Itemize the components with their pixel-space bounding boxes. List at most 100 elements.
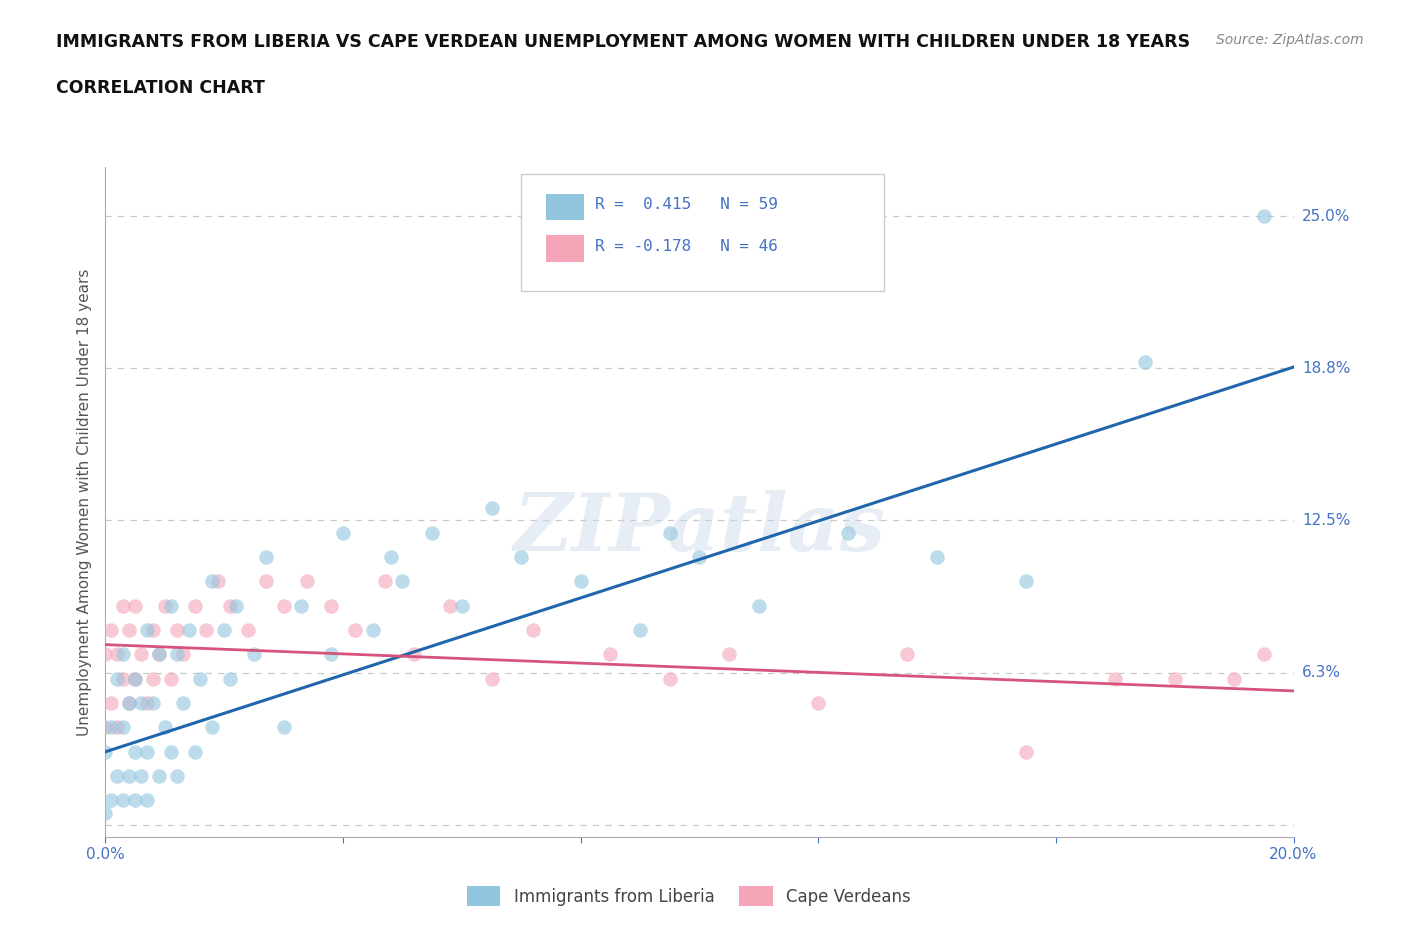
Point [94, 805, 117, 820]
Point [748, 598, 770, 613]
Point [628, 622, 651, 637]
Point [837, 525, 859, 540]
Point [166, 622, 188, 637]
Point [118, 622, 141, 637]
Point [1164, 671, 1187, 686]
Point [124, 598, 146, 613]
Point [450, 598, 472, 613]
Point [105, 671, 128, 686]
Point [112, 598, 135, 613]
Point [1223, 671, 1246, 686]
Point [153, 598, 176, 613]
Point [380, 550, 402, 565]
Point [481, 671, 503, 686]
Point [658, 671, 681, 686]
Point [94, 744, 117, 759]
Point [718, 647, 741, 662]
Point [112, 671, 135, 686]
Text: R = -0.178   N = 46: R = -0.178 N = 46 [595, 239, 778, 254]
Y-axis label: Unemployment Among Women with Children Under 18 years: Unemployment Among Women with Children U… [76, 269, 91, 736]
Point [118, 696, 141, 711]
Point [105, 647, 128, 662]
Point [361, 622, 384, 637]
Point [159, 671, 181, 686]
Point [1015, 744, 1038, 759]
Point [243, 647, 266, 662]
Point [689, 550, 711, 565]
Text: 12.5%: 12.5% [1302, 513, 1350, 528]
Point [100, 720, 122, 735]
Text: 25.0%: 25.0% [1302, 208, 1350, 223]
Point [510, 550, 533, 565]
Point [927, 550, 949, 565]
Point [332, 525, 354, 540]
Point [321, 598, 343, 613]
Point [166, 647, 188, 662]
Point [105, 769, 128, 784]
Point [225, 598, 247, 613]
Point [1104, 671, 1126, 686]
Point [1253, 647, 1275, 662]
Point [374, 574, 396, 589]
Point [148, 769, 170, 784]
Point [214, 622, 236, 637]
Point [142, 622, 165, 637]
Point [343, 622, 366, 637]
Point [807, 696, 830, 711]
Point [201, 574, 224, 589]
Point [100, 622, 122, 637]
Point [321, 647, 343, 662]
Text: CORRELATION CHART: CORRELATION CHART [56, 79, 266, 97]
Point [658, 525, 681, 540]
FancyBboxPatch shape [546, 235, 585, 262]
Point [118, 696, 141, 711]
Point [481, 501, 503, 516]
Point [172, 647, 194, 662]
Point [219, 671, 242, 686]
Point [124, 793, 146, 808]
Point [124, 671, 146, 686]
Point [290, 598, 312, 613]
Text: IMMIGRANTS FROM LIBERIA VS CAPE VERDEAN UNEMPLOYMENT AMONG WOMEN WITH CHILDREN U: IMMIGRANTS FROM LIBERIA VS CAPE VERDEAN … [56, 33, 1191, 50]
Point [136, 622, 159, 637]
Point [153, 720, 176, 735]
Point [112, 793, 135, 808]
Point [159, 744, 181, 759]
Point [118, 769, 141, 784]
Legend: Immigrants from Liberia, Cape Verdeans: Immigrants from Liberia, Cape Verdeans [460, 880, 918, 912]
Point [112, 720, 135, 735]
Point [391, 574, 413, 589]
Point [1253, 208, 1275, 223]
Point [124, 744, 146, 759]
Point [569, 574, 592, 589]
Point [297, 574, 319, 589]
Point [124, 671, 146, 686]
Point [219, 598, 242, 613]
Text: 18.8%: 18.8% [1302, 361, 1350, 376]
Point [439, 598, 461, 613]
Point [254, 550, 277, 565]
Point [420, 525, 443, 540]
Text: ZIPatlas: ZIPatlas [513, 490, 886, 567]
Point [148, 647, 170, 662]
FancyBboxPatch shape [522, 174, 883, 291]
Point [172, 696, 194, 711]
Point [195, 622, 218, 637]
Point [177, 622, 200, 637]
Point [148, 647, 170, 662]
Point [129, 647, 152, 662]
Text: 6.3%: 6.3% [1302, 665, 1341, 680]
Point [166, 769, 188, 784]
Point [183, 598, 205, 613]
Point [1133, 354, 1156, 369]
Point [236, 622, 259, 637]
Point [254, 574, 277, 589]
Point [94, 647, 117, 662]
Point [136, 793, 159, 808]
Point [142, 696, 165, 711]
Point [129, 696, 152, 711]
FancyBboxPatch shape [546, 193, 585, 220]
Point [136, 744, 159, 759]
Point [142, 671, 165, 686]
Text: R =  0.415   N = 59: R = 0.415 N = 59 [595, 197, 778, 212]
